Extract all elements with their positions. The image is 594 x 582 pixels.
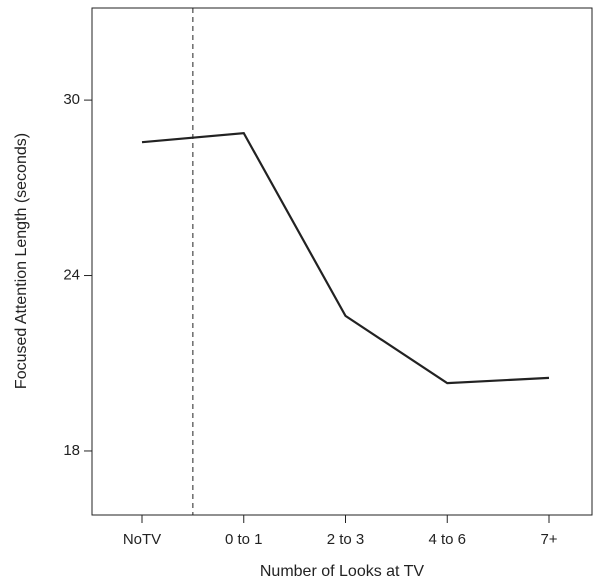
plot-frame [91,7,593,516]
y-axis-title: Focused Attention Length (seconds) [13,133,30,389]
x-tick-label: 2 to 3 [327,531,365,548]
x-tick-label: 4 to 6 [428,531,466,548]
x-tick-label: 0 to 1 [225,531,263,548]
x-tick-label: 7+ [540,531,557,548]
x-tick-label: NoTV [123,531,161,548]
x-axis-title: Number of Looks at TV [260,563,425,580]
y-tick-label: 24 [63,267,80,284]
y-tick-label: 18 [63,442,80,459]
data-line [141,131,550,385]
y-tick-label: 30 [63,91,80,108]
